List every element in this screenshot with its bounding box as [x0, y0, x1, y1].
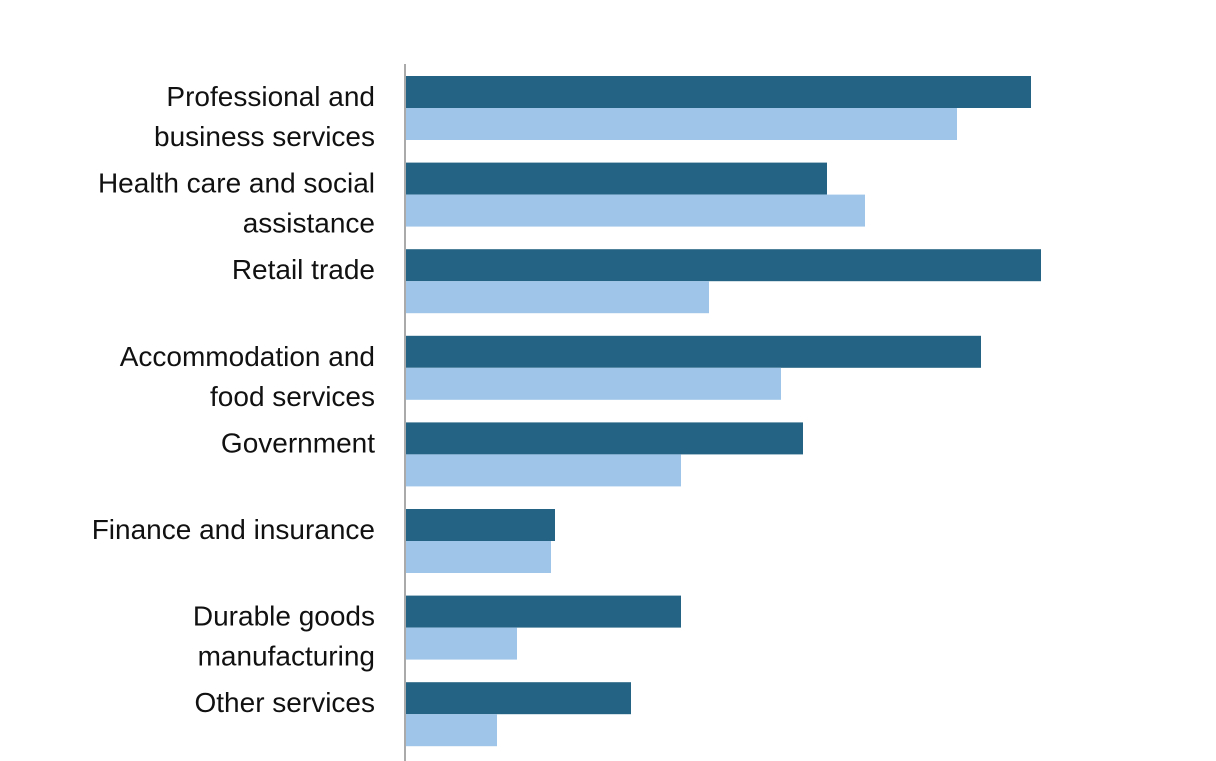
category-label-line: Health care and social — [98, 168, 375, 199]
bar-1-1 — [406, 162, 827, 195]
bar-1-0 — [406, 76, 1031, 108]
category-label: Retail trade — [232, 254, 375, 285]
category-label: Accommodation and food services — [120, 341, 375, 412]
bar-2-7 — [406, 714, 497, 747]
bar-1-7 — [406, 682, 631, 715]
category-label-line: assistance — [243, 208, 375, 239]
bar-2-0 — [406, 108, 957, 140]
category-label: Government — [221, 427, 375, 458]
category-label: Health care and social assistance — [98, 168, 375, 239]
category-label-line: Other services — [195, 687, 376, 718]
bar-2-1 — [406, 194, 865, 227]
bar-2-5 — [406, 541, 551, 573]
bar-1-4 — [406, 422, 803, 455]
bar-1-2 — [406, 249, 1041, 282]
category-label-line: food services — [210, 381, 375, 412]
category-label: Finance and insurance — [92, 514, 375, 545]
category-label-line: Durable goods — [193, 601, 375, 632]
category-label-line: Accommodation and — [120, 341, 375, 372]
category-label-line: Professional and — [166, 81, 375, 112]
bar-1-6 — [406, 595, 681, 628]
category-label-line: Government — [221, 427, 375, 458]
category-label-line: Finance and insurance — [92, 514, 375, 545]
bar-1-5 — [406, 509, 555, 541]
bar-2-6 — [406, 627, 517, 660]
category-label-line: manufacturing — [198, 641, 375, 672]
bar-1-3 — [406, 335, 981, 368]
bar-2-2 — [406, 281, 709, 314]
category-label-line: Retail trade — [232, 254, 375, 285]
category-label: Durable goods manufacturing — [193, 601, 375, 672]
category-label: Professional and business services — [154, 81, 375, 152]
bar-2-4 — [406, 454, 681, 487]
category-label-line: business services — [154, 121, 375, 152]
bar-2-3 — [406, 367, 781, 400]
category-label: Other services — [195, 687, 376, 718]
